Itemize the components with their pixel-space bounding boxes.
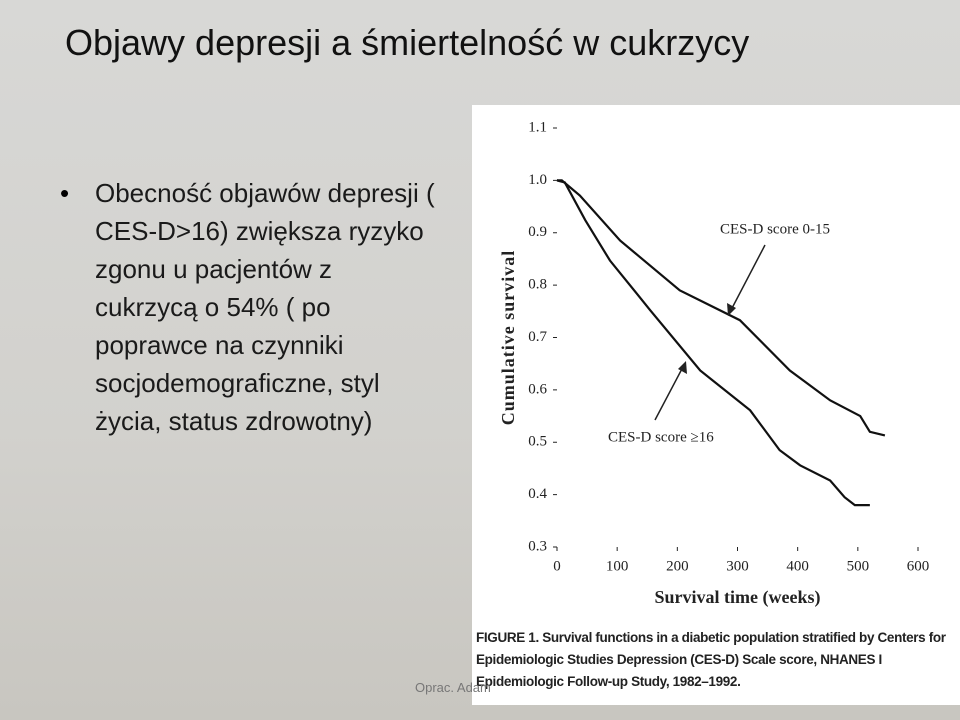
annotation-arrow — [729, 244, 766, 313]
x-tick-label: 0 — [553, 558, 561, 574]
x-tick-label: 300 — [726, 558, 749, 574]
x-tick-label: 500 — [847, 558, 870, 574]
y-tick-label: 0.5 — [528, 434, 547, 450]
slide-title: Objawy depresji a śmiertelność w cukrzyc… — [65, 22, 750, 63]
y-tick-label: 0.8 — [528, 277, 547, 293]
figure-caption: FIGURE 1. Survival functions in a diabet… — [476, 630, 946, 689]
y-tick-label: 0.9 — [528, 224, 547, 240]
y-tick-label: 1.1 — [528, 119, 547, 135]
x-tick-label: 600 — [907, 558, 930, 574]
survival-line — [557, 179, 886, 437]
arrow-head — [727, 303, 736, 316]
series-annotation: CES-D score 0-15 — [720, 221, 830, 237]
figure-background — [472, 105, 960, 705]
annotation-arrow — [654, 364, 685, 421]
footer: Oprac. Adam — [415, 680, 491, 695]
y-tick-label: 0.6 — [528, 381, 547, 397]
x-tick-label: 400 — [786, 558, 809, 574]
arrow-head — [678, 361, 687, 374]
x-tick-label: 200 — [666, 558, 689, 574]
y-tick-label: 0.3 — [528, 538, 547, 554]
bullet-dot: • — [60, 178, 70, 208]
y-tick-label: 0.7 — [528, 329, 547, 345]
survival-line — [556, 179, 870, 507]
y-tick-label: 1.0 — [528, 172, 547, 188]
series-annotation: CES-D score ≥16 — [608, 429, 714, 445]
x-axis-label: Survival time (weeks) — [655, 587, 821, 608]
x-tick-label: 100 — [606, 558, 629, 574]
y-tick-label: 0.4 — [528, 486, 547, 502]
y-axis-label: Cumulative survival — [498, 250, 518, 426]
bullet-text: Obecność objawów depresji ( CES-D>16) zw… — [95, 178, 435, 436]
